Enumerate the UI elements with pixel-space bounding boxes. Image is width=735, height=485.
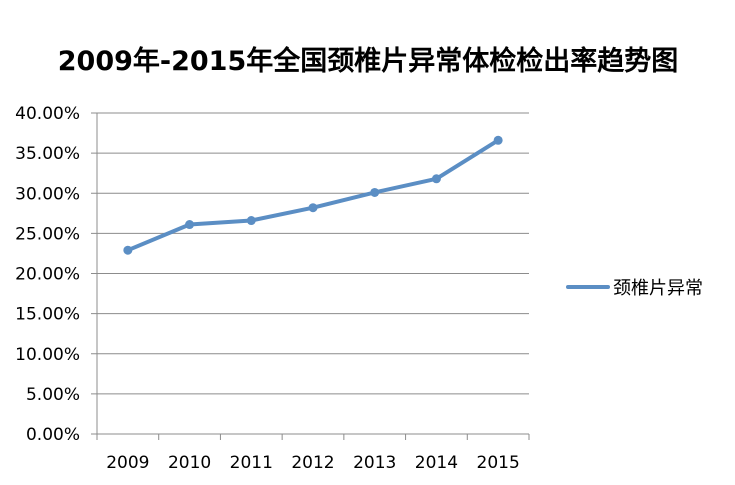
x-tick-label: 2015 — [477, 453, 520, 473]
x-tick-label: 2011 — [230, 453, 273, 473]
data-point — [431, 174, 441, 184]
data-point — [370, 187, 380, 197]
x-tick-label: 2010 — [168, 453, 211, 473]
x-tick-labels: 2009 2010 2011 2012 2013 2014 2015 — [106, 453, 520, 473]
y-tick-label: 15.00% — [15, 305, 80, 325]
y-tick-label: 0.00% — [26, 425, 80, 445]
y-tick-label: 35.00% — [15, 144, 80, 164]
x-tick-label: 2009 — [106, 453, 149, 473]
y-tick-label: 40.00% — [15, 104, 80, 124]
chart-title: 2009年-2015年全国颈椎片异常体检检出率趋势图 — [58, 45, 679, 77]
y-tick-label: 10.00% — [15, 345, 80, 365]
data-point — [246, 216, 256, 226]
x-tick-label: 2012 — [291, 453, 334, 473]
x-tick-label: 2014 — [415, 453, 458, 473]
legend: 颈椎片异常 — [566, 278, 703, 299]
gridlines — [97, 112, 529, 395]
y-tick-labels: 0.00% 5.00% 10.00% 15.00% 20.00% 25.00% 30.00%… — [15, 104, 80, 445]
axes — [91, 112, 530, 440]
x-tick-label: 2013 — [353, 453, 396, 473]
data-point — [185, 220, 195, 230]
series-layer — [123, 135, 503, 255]
y-tick-label: 20.00% — [15, 265, 80, 285]
y-tick-label: 30.00% — [15, 184, 80, 204]
data-point — [308, 203, 318, 213]
data-point — [123, 245, 133, 255]
y-tick-label: 25.00% — [15, 224, 80, 244]
legend-label: 颈椎片异常 — [613, 278, 703, 299]
y-tick-label: 5.00% — [26, 385, 80, 405]
data-point — [493, 135, 503, 145]
